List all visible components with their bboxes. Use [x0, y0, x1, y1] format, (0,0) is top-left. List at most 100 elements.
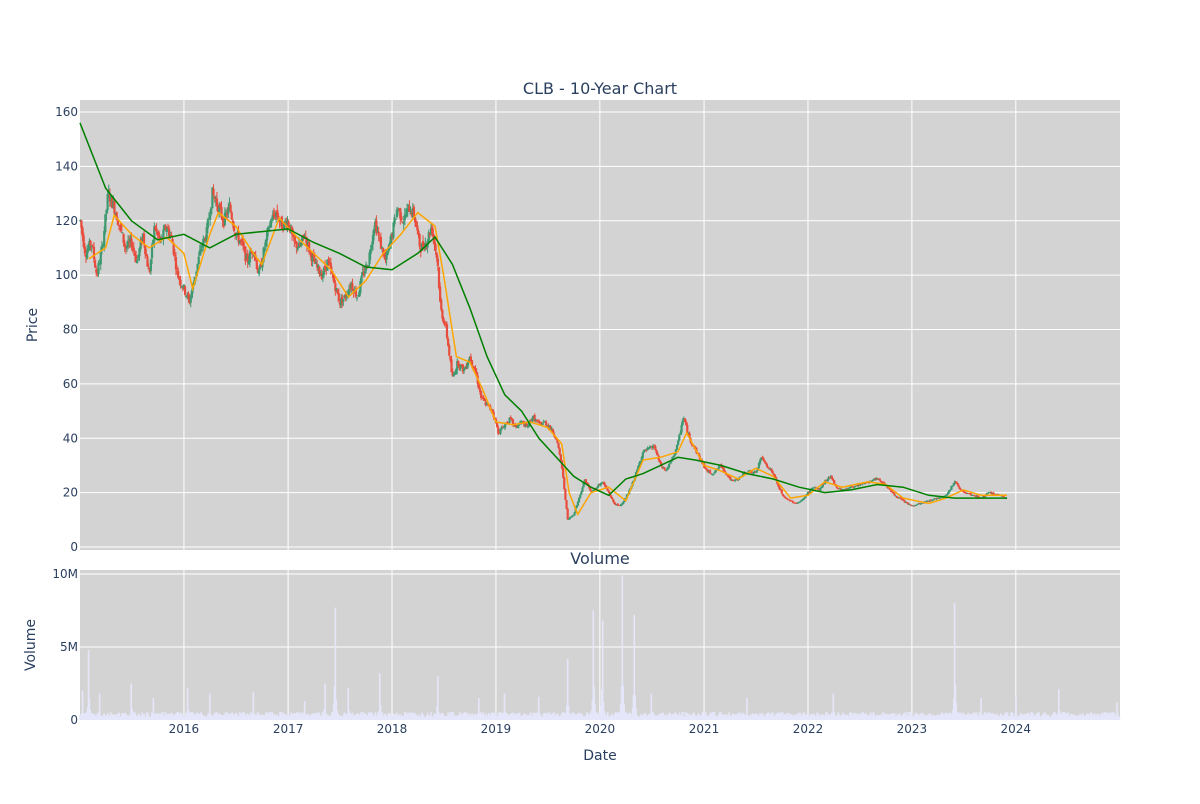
- candle-body: [226, 212, 229, 216]
- volume-bar: [257, 712, 260, 720]
- volume-bar: [814, 716, 817, 720]
- candle-body: [667, 463, 671, 468]
- volume-bar: [286, 714, 289, 720]
- volume-bar: [389, 712, 391, 720]
- volume-bar: [577, 713, 579, 720]
- volume-bar: [713, 712, 716, 720]
- candle-body: [97, 263, 100, 275]
- volume-bar: [953, 603, 956, 720]
- candle-body: [99, 252, 102, 265]
- candle-body: [418, 234, 421, 247]
- volume-bar: [602, 701, 605, 720]
- volume-bar: [387, 713, 390, 720]
- candle-body: [753, 471, 756, 474]
- volume-bar: [905, 711, 907, 720]
- volume-bar: [390, 715, 393, 720]
- volume-bar: [981, 714, 984, 720]
- volume-bar: [491, 713, 494, 720]
- volume-bar: [101, 716, 104, 720]
- candle-body: [501, 427, 504, 428]
- volume-bar: [225, 716, 227, 720]
- volume-bar: [1109, 716, 1111, 720]
- candle-body: [989, 492, 992, 493]
- volume-bar: [911, 713, 913, 720]
- candle-body: [404, 214, 408, 217]
- candle-body: [452, 373, 455, 377]
- volume-bar: [800, 714, 802, 720]
- volume-bar: [556, 713, 559, 720]
- volume-bar: [488, 713, 490, 720]
- volume-bar: [430, 712, 432, 720]
- candle-body: [665, 469, 668, 471]
- volume-bar: [1043, 714, 1046, 720]
- candle-body: [549, 426, 552, 430]
- volume-bar: [657, 717, 660, 720]
- volume-bar: [632, 695, 635, 720]
- candle-body: [748, 469, 751, 471]
- volume-bar: [776, 714, 779, 720]
- volume-bar: [86, 713, 88, 720]
- volume-bar: [995, 715, 998, 720]
- volume-bar: [1068, 716, 1070, 720]
- volume-bar: [476, 714, 478, 720]
- volume-bar: [934, 715, 936, 720]
- volume-bar: [284, 714, 286, 720]
- candle-body: [278, 220, 281, 222]
- candle-body: [904, 502, 908, 504]
- volume-bar: [378, 673, 381, 720]
- volume-bar: [244, 715, 247, 720]
- volume-bar: [477, 713, 479, 720]
- volume-bar: [983, 712, 986, 720]
- volume-bar: [812, 714, 814, 720]
- volume-bar: [957, 712, 959, 720]
- volume-bar: [494, 716, 496, 720]
- volume-bar: [841, 715, 843, 720]
- candle-body: [794, 502, 797, 504]
- candle-body: [236, 231, 239, 234]
- volume-bar: [832, 693, 835, 720]
- candle-body: [965, 492, 968, 494]
- volume-bar: [472, 714, 474, 720]
- candle-body: [863, 482, 867, 484]
- volume-bar: [217, 714, 220, 720]
- candle-body: [940, 497, 943, 499]
- candle-body: [945, 494, 949, 496]
- volume-bar: [149, 716, 151, 720]
- volume-bar: [555, 713, 558, 720]
- volume-bar: [992, 713, 994, 720]
- candle-body: [416, 225, 419, 231]
- candle-body: [522, 421, 525, 423]
- candle-body: [390, 234, 393, 244]
- volume-ytick-label: 5M: [60, 640, 78, 654]
- volume-bar: [712, 715, 715, 720]
- volume-bar: [679, 715, 682, 720]
- candle-body: [550, 428, 553, 430]
- candle-body: [973, 495, 976, 496]
- volume-bar: [724, 716, 727, 720]
- volume-bar: [395, 715, 397, 720]
- volume-bar: [1107, 713, 1110, 720]
- candle-body: [334, 283, 337, 292]
- candle-body: [514, 425, 517, 426]
- candle-body: [820, 486, 823, 489]
- candle-body: [312, 253, 315, 258]
- candle-body: [125, 246, 129, 248]
- candle-body: [656, 453, 659, 456]
- volume-bar: [776, 713, 778, 720]
- candle-body: [339, 298, 343, 306]
- volume-bar: [312, 713, 314, 720]
- candle-body: [316, 264, 319, 268]
- candle-body: [228, 204, 231, 210]
- volume-bar: [538, 712, 541, 720]
- volume-bar: [457, 714, 460, 720]
- candle-body: [610, 497, 614, 500]
- candle-body: [563, 477, 566, 490]
- volume-bar: [501, 712, 503, 720]
- candle-body: [173, 254, 176, 256]
- candle-body: [309, 250, 312, 253]
- volume-chart-title: Volume: [570, 549, 630, 568]
- volume-bar: [1105, 714, 1108, 720]
- volume-bar: [376, 715, 379, 720]
- candle-body: [222, 218, 225, 227]
